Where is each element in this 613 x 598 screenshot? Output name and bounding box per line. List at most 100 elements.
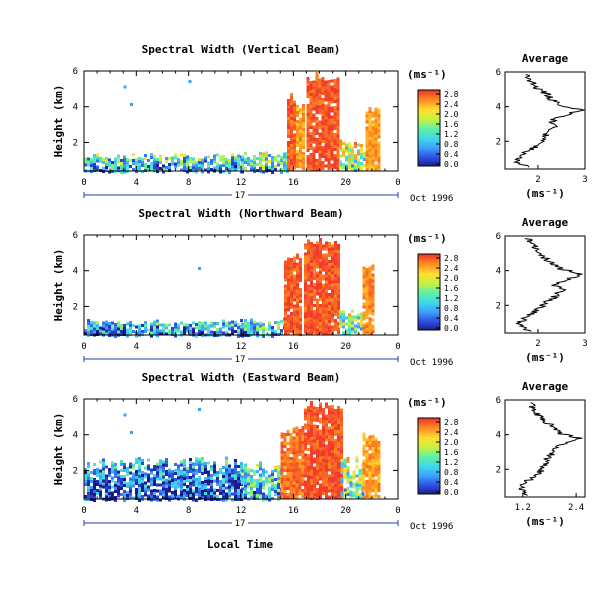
heatmap-cell <box>336 477 340 481</box>
heatmap-cell <box>312 250 316 253</box>
heatmap-cell <box>286 108 290 111</box>
heatmap-cell <box>198 476 201 480</box>
heatmap-cell <box>306 110 310 113</box>
heatmap-cell <box>280 432 284 436</box>
heatmap-cell <box>222 158 225 162</box>
heatmap-cell <box>84 468 87 471</box>
heatmap-cell <box>129 489 132 493</box>
heatmap-cell <box>315 150 319 154</box>
heatmap-cell <box>195 170 198 174</box>
heatmap-cell <box>293 283 297 287</box>
heatmap-cell <box>150 334 153 338</box>
heatmap-cell <box>336 298 340 302</box>
heatmap-cell <box>333 313 337 317</box>
heatmap-cell <box>123 495 126 499</box>
heatmap-cell <box>141 477 144 481</box>
heatmap-cell <box>295 141 299 145</box>
heatmap-cell <box>114 480 117 484</box>
colorbar-swatch <box>418 467 440 470</box>
heatmap-cell <box>315 75 319 79</box>
heatmap-cell <box>368 167 372 171</box>
heatmap-cell <box>321 244 325 248</box>
heatmap-cell <box>295 438 299 442</box>
heatmap-cell <box>111 321 114 325</box>
heatmap-cell <box>289 445 293 449</box>
heatmap-cell <box>93 489 96 493</box>
heatmap-cell <box>309 165 313 168</box>
heatmap-cell <box>324 140 328 144</box>
heatmap-cell <box>162 472 165 476</box>
heatmap-cell <box>330 426 334 430</box>
heatmap-cell <box>198 327 201 331</box>
heatmap-cell <box>195 489 198 493</box>
heatmap-cell <box>93 159 96 163</box>
heatmap-region <box>280 426 305 500</box>
heatmap-cell <box>336 83 340 87</box>
heatmap-cell <box>165 458 168 462</box>
heatmap-cell <box>377 108 381 112</box>
heatmap-cell <box>306 167 310 170</box>
heatmap-cell <box>280 471 284 475</box>
heatmap-cell <box>309 485 313 489</box>
heatmap-cell <box>210 483 213 487</box>
heatmap-cell <box>153 480 156 483</box>
heatmap-cell <box>377 474 381 477</box>
heatmap-cell <box>108 158 111 162</box>
heatmap-cell <box>301 161 305 165</box>
heatmap-cell <box>362 474 366 478</box>
heatmap-cell <box>189 156 192 160</box>
heatmap-cell <box>283 155 286 159</box>
heatmap-cell <box>368 332 372 336</box>
heatmap-cell <box>289 147 293 150</box>
heatmap-cell <box>315 144 319 148</box>
heatmap-cell <box>132 159 135 163</box>
heatmap-cell <box>354 168 358 172</box>
heatmap-cell <box>327 91 331 95</box>
heatmap-cell <box>156 477 159 481</box>
heatmap-cell <box>315 469 319 473</box>
heatmap-cell <box>247 324 250 328</box>
heatmap-cell <box>132 472 135 476</box>
heatmap-cell <box>102 473 105 477</box>
heatmap-cell <box>293 316 297 320</box>
heatmap-cell <box>219 330 222 334</box>
colorbar-swatch <box>418 162 440 165</box>
heatmap-cell <box>129 165 132 168</box>
heatmap-cell <box>318 90 322 94</box>
heatmap-cell <box>129 332 132 336</box>
heatmap-cell <box>171 327 174 330</box>
heatmap-cell <box>324 426 328 430</box>
heatmap-cell <box>231 498 234 502</box>
heatmap-cell <box>150 483 153 487</box>
heatmap-cell <box>336 328 340 332</box>
heatmap-cell <box>330 247 334 251</box>
colorbar-swatch <box>418 271 440 274</box>
heatmap-cell <box>330 316 334 320</box>
average-y-tick-label: 6 <box>496 396 501 406</box>
heatmap-cell <box>280 459 284 463</box>
colorbar-swatch <box>418 101 440 104</box>
heatmap-cell <box>333 468 337 472</box>
heatmap-cell <box>292 109 296 113</box>
heatmap-cell <box>339 441 343 445</box>
heatmap-cell <box>324 423 328 427</box>
heatmap-cell <box>333 112 337 116</box>
heatmap-cell <box>177 482 180 486</box>
heatmap-cell <box>306 107 310 110</box>
heatmap-cell <box>324 98 328 102</box>
heatmap-cell <box>327 456 331 460</box>
heatmap-cell <box>365 301 369 305</box>
heatmap-cell <box>301 128 305 132</box>
heatmap-cell <box>374 149 378 153</box>
heatmap-region <box>303 237 340 336</box>
heatmap-cell <box>253 484 256 488</box>
heatmap-cell <box>171 473 174 477</box>
heatmap-cell <box>162 460 165 464</box>
heatmap-cell <box>165 470 168 474</box>
heatmap-cell <box>286 114 290 117</box>
heatmap-cell <box>298 447 302 451</box>
heatmap-cell <box>284 275 288 279</box>
heatmap-cell <box>301 495 305 499</box>
heatmap-cell <box>368 284 372 288</box>
